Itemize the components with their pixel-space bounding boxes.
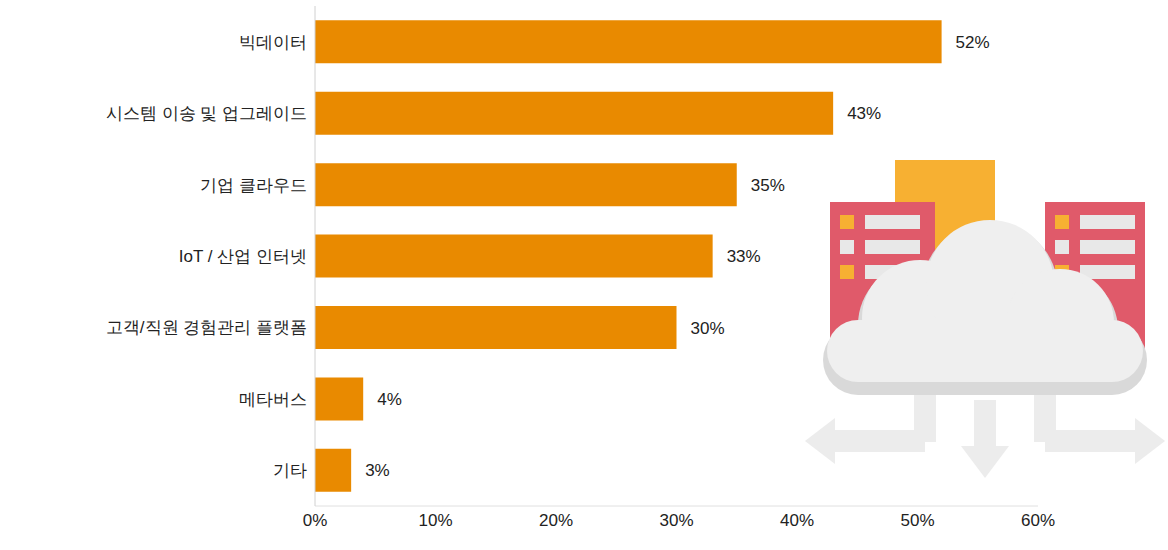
svg-text:33%: 33% (727, 247, 761, 266)
svg-text:메타버스: 메타버스 (239, 390, 307, 409)
svg-text:고객/직원 경험관리 플랫폼: 고객/직원 경험관리 플랫폼 (106, 318, 307, 337)
svg-text:3%: 3% (365, 461, 390, 480)
svg-text:52%: 52% (956, 33, 990, 52)
svg-text:40%: 40% (780, 511, 814, 530)
svg-text:기업 클라우드: 기업 클라우드 (200, 176, 307, 195)
svg-text:빅데이터: 빅데이터 (239, 33, 307, 52)
svg-text:4%: 4% (377, 390, 402, 409)
svg-text:35%: 35% (751, 176, 785, 195)
svg-text:50%: 50% (900, 511, 934, 530)
svg-text:0%: 0% (303, 511, 328, 530)
svg-text:IoT / 산업 인터넷: IoT / 산업 인터넷 (179, 247, 307, 266)
svg-text:10%: 10% (418, 511, 452, 530)
svg-text:30%: 30% (659, 511, 693, 530)
svg-text:60%: 60% (1021, 511, 1055, 530)
svg-text:43%: 43% (847, 104, 881, 123)
svg-text:20%: 20% (539, 511, 573, 530)
svg-text:30%: 30% (691, 319, 725, 338)
svg-text:기타: 기타 (273, 461, 307, 480)
svg-text:시스템 이송 및 업그레이드: 시스템 이송 및 업그레이드 (106, 104, 307, 123)
